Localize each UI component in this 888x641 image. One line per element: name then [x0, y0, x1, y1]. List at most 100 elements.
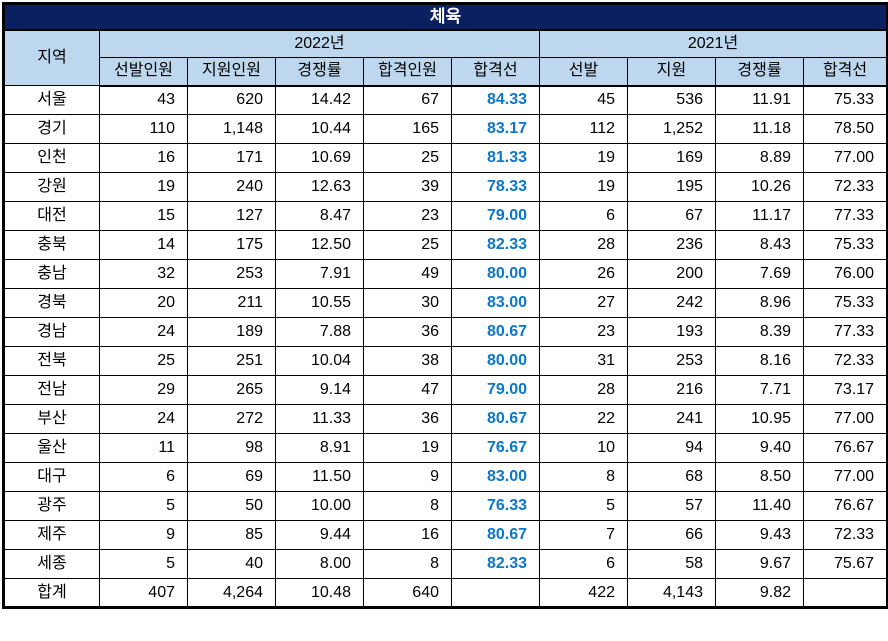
col-header-2021-seonbal: 선발 [539, 57, 628, 87]
year-group-2022: 2022년 [99, 29, 540, 58]
value-cell: 76.00 [802, 259, 888, 289]
region-cell: 서울 [3, 85, 100, 115]
value-cell: 8.43 [715, 230, 804, 260]
table-row: 서울 43 620 14.42 67 84.33 45 536 11.91 75.33 [3, 85, 888, 115]
value-cell: 30 [363, 288, 452, 318]
cutoff-2022-cell: 80.00 [451, 346, 540, 376]
value-cell: 77.33 [802, 317, 888, 347]
value-cell: 165 [363, 114, 452, 144]
value-cell: 169 [627, 143, 716, 173]
value-cell: 75.33 [802, 288, 888, 318]
value-cell: 640 [363, 578, 452, 608]
value-cell: 620 [187, 85, 276, 115]
value-cell: 253 [187, 259, 276, 289]
col-header-2022-ratio: 경쟁률 [275, 57, 364, 87]
value-cell: 8.50 [715, 462, 804, 492]
value-cell: 171 [187, 143, 276, 173]
value-cell: 72.33 [802, 172, 888, 202]
value-cell: 272 [187, 404, 276, 434]
col-header-2022-pass: 합격인원 [363, 57, 452, 87]
col-header-2021-ratio: 경쟁률 [715, 57, 804, 87]
region-cell: 부산 [3, 404, 100, 434]
value-cell: 69 [187, 462, 276, 492]
value-cell: 8 [539, 462, 628, 492]
value-cell: 25 [99, 346, 188, 376]
value-cell: 12.63 [275, 172, 364, 202]
value-cell: 85 [187, 520, 276, 550]
value-cell: 36 [363, 317, 452, 347]
value-cell: 6 [539, 201, 628, 231]
value-cell: 49 [363, 259, 452, 289]
table-row: 제주 9 85 9.44 16 80.67 7 66 9.43 72.33 [3, 520, 888, 550]
value-cell: 9 [363, 462, 452, 492]
cutoff-2022-cell: 76.67 [451, 433, 540, 463]
value-cell: 110 [99, 114, 188, 144]
value-cell: 10.26 [715, 172, 804, 202]
value-cell: 22 [539, 404, 628, 434]
value-cell: 9.82 [715, 578, 804, 608]
total-row: 합계 407 4,264 10.48 640 422 4,143 9.82 [3, 578, 888, 608]
value-cell: 14.42 [275, 85, 364, 115]
table-row: 세종 5 40 8.00 8 82.33 6 58 9.67 75.67 [3, 549, 888, 579]
region-cell: 경기 [3, 114, 100, 144]
table-row: 충북 14 175 12.50 25 82.33 28 236 8.43 75.33 [3, 230, 888, 260]
value-cell: 11.17 [715, 201, 804, 231]
value-cell: 112 [539, 114, 628, 144]
value-cell [802, 578, 888, 608]
table-row: 대구 6 69 11.50 9 83.00 8 68 8.50 77.00 [3, 462, 888, 492]
title-row: 체육 [2, 3, 888, 31]
cutoff-2022-cell: 83.00 [451, 462, 540, 492]
value-cell: 1,148 [187, 114, 276, 144]
value-cell: 10.95 [715, 404, 804, 434]
value-cell: 216 [627, 375, 716, 405]
value-cell: 8.89 [715, 143, 804, 173]
value-cell: 47 [363, 375, 452, 405]
value-cell: 242 [627, 288, 716, 318]
value-cell: 8.00 [275, 549, 364, 579]
table-row: 전북 25 251 10.04 38 80.00 31 253 8.16 72.33 [3, 346, 888, 376]
value-cell: 10.44 [275, 114, 364, 144]
value-cell: 251 [187, 346, 276, 376]
value-cell: 36 [363, 404, 452, 434]
value-cell: 175 [187, 230, 276, 260]
table-row: 경남 24 189 7.88 36 80.67 23 193 8.39 77.33 [3, 317, 888, 347]
value-cell: 9 [99, 520, 188, 550]
table-row: 인천 16 171 10.69 25 81.33 19 169 8.89 77.00 [3, 143, 888, 173]
cutoff-2022-cell: 80.67 [451, 404, 540, 434]
table-row: 대전 15 127 8.47 23 79.00 6 67 11.17 77.33 [3, 201, 888, 231]
value-cell: 6 [539, 549, 628, 579]
table-row: 부산 24 272 11.33 36 80.67 22 241 10.95 77.00 [3, 404, 888, 434]
value-cell: 7.71 [715, 375, 804, 405]
cutoff-2022-cell: 80.00 [451, 259, 540, 289]
value-cell: 77.00 [802, 404, 888, 434]
value-cell: 29 [99, 375, 188, 405]
column-header-row: 선발인원 지원인원 경쟁률 합격인원 합격선 선발 지원 경쟁률 합격선 [4, 57, 888, 87]
col-header-2021-cutoff: 합격선 [802, 57, 888, 87]
value-cell: 240 [187, 172, 276, 202]
value-cell: 25 [363, 143, 452, 173]
value-cell: 68 [627, 462, 716, 492]
col-header-2022-seonbal: 선발인원 [99, 57, 188, 87]
value-cell: 9.14 [275, 375, 364, 405]
cutoff-2022-cell: 83.00 [451, 288, 540, 318]
value-cell: 50 [187, 491, 276, 521]
value-cell: 57 [627, 491, 716, 521]
value-cell: 189 [187, 317, 276, 347]
region-cell: 대구 [3, 462, 100, 492]
value-cell: 9.44 [275, 520, 364, 550]
region-cell: 전북 [3, 346, 100, 376]
cutoff-2022-cell: 81.33 [451, 143, 540, 173]
region-cell: 충북 [3, 230, 100, 260]
value-cell: 8.16 [715, 346, 804, 376]
value-cell: 15 [99, 201, 188, 231]
value-cell: 16 [363, 520, 452, 550]
table-row: 경북 20 211 10.55 30 83.00 27 242 8.96 75.33 [3, 288, 888, 318]
value-cell: 7.91 [275, 259, 364, 289]
value-cell: 27 [539, 288, 628, 318]
region-cell: 전남 [3, 375, 100, 405]
value-cell: 11.91 [715, 85, 804, 115]
value-cell: 28 [539, 230, 628, 260]
value-cell: 72.33 [802, 520, 888, 550]
value-cell: 10 [539, 433, 628, 463]
region-column-header: 지역 [3, 29, 100, 86]
